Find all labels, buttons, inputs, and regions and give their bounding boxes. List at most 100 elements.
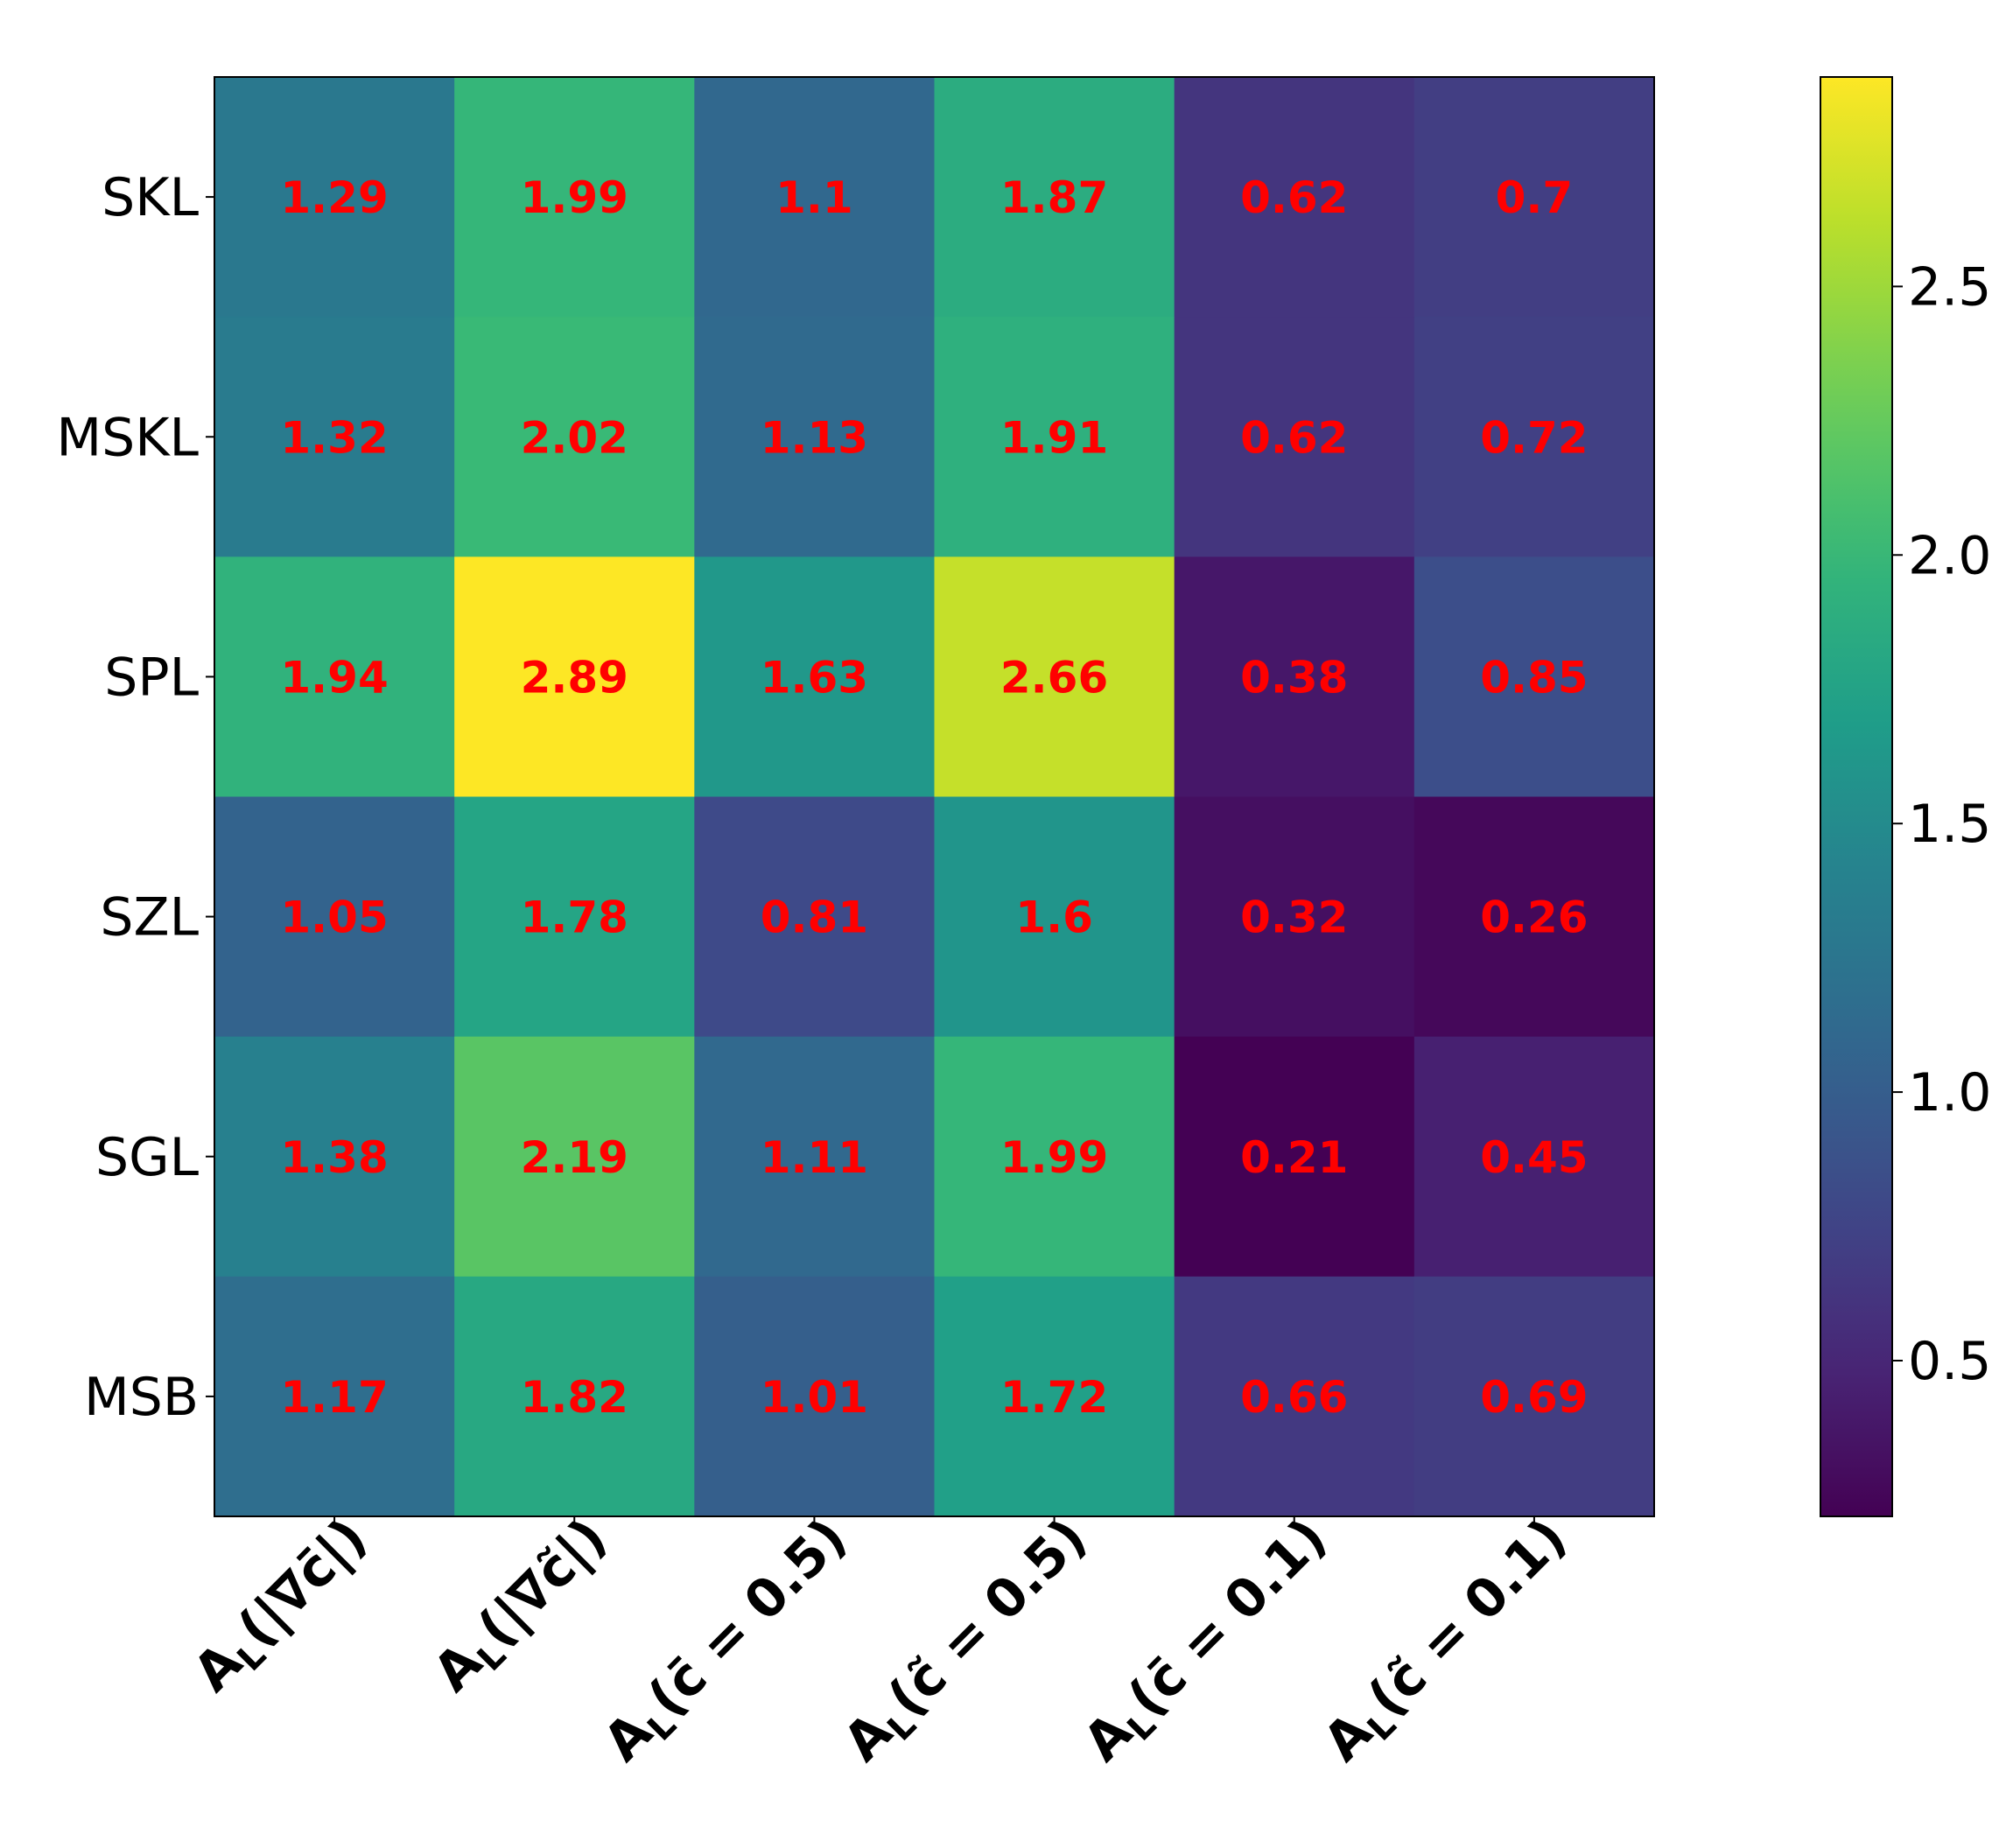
y-tick-label: SKL <box>102 167 199 228</box>
heatmap-cell <box>1413 1276 1655 1517</box>
x-tick-label-text: AL(c̃ = 0.5) <box>832 1507 1103 1777</box>
x-tick-label-text: AL(|∇c̄|) <box>182 1507 383 1708</box>
cell-value-label: 1.01 <box>761 1372 868 1423</box>
heatmap-cell <box>454 317 695 557</box>
colorbar <box>1820 76 1893 1517</box>
cell-value-label: 1.82 <box>521 1372 628 1423</box>
x-tick-label: AL(|∇c̄|) <box>182 1507 383 1708</box>
heatmap-cell <box>694 556 936 798</box>
heatmap-cell <box>454 556 695 798</box>
heatmap-cell <box>1413 1036 1655 1278</box>
x-tick-label-text: AL(c̄ = 0.5) <box>592 1507 862 1777</box>
cell-value-label: 0.62 <box>1240 412 1348 463</box>
heatmap-cell <box>214 1036 455 1278</box>
heatmap-cell <box>934 77 1175 318</box>
cell-value-label: 1.17 <box>280 1372 388 1423</box>
colorbar-axis: 0.5 1.0 1.5 2.0 2.5 <box>1892 256 1991 1392</box>
cell-value-label: 0.7 <box>1496 172 1574 223</box>
heatmap-cell <box>694 77 936 318</box>
cell-value-label: 0.66 <box>1240 1372 1348 1423</box>
heatmap-cell <box>214 317 455 557</box>
x-tick-label-text: AL(|∇c̃|) <box>422 1507 623 1708</box>
heatmap-cell <box>934 796 1175 1038</box>
cell-value-label: 1.99 <box>1000 1132 1108 1183</box>
cell-value-label: 0.45 <box>1480 1132 1588 1183</box>
colorbar-tick-label: 2.5 <box>1908 256 1991 318</box>
heatmap-cell <box>1174 556 1415 798</box>
x-label-argument: (|∇c̃|) <box>466 1507 619 1659</box>
y-tick-label: SGL <box>95 1127 200 1188</box>
x-tick-label-text: AL(c̄ = 0.1) <box>1072 1507 1343 1777</box>
heatmap-cell <box>1174 1276 1415 1517</box>
cell-value-label: 1.94 <box>280 652 388 703</box>
cell-value-label: 1.78 <box>521 892 628 943</box>
cell-value-label: 1.38 <box>280 1132 388 1183</box>
heatmap-cell <box>1174 796 1415 1038</box>
x-axis: AL(|∇c̄|)AL(|∇c̃|)AL(c̄ = 0.5)AL(c̃ = 0.… <box>182 1507 1582 1777</box>
cell-value-label: 1.1 <box>775 172 853 223</box>
cell-value-label: 2.66 <box>1000 652 1108 703</box>
x-label-argument: (c̄ = 0.1) <box>1117 1507 1339 1729</box>
cell-value-label: 2.89 <box>521 652 628 703</box>
cell-annotations: 1.29 1.99 1.1 1.87 0.62 0.7 1.32 2.02 1.13 1.91 0.… <box>280 172 1588 1423</box>
heatmap-cell <box>934 556 1175 798</box>
cell-value-label: 0.32 <box>1240 892 1348 943</box>
x-label-argument: (|∇c̄|) <box>227 1507 379 1659</box>
cell-value-label: 1.05 <box>280 892 388 943</box>
x-tick-label-text: AL(c̃ = 0.1) <box>1312 1507 1582 1777</box>
x-label-argument: (c̃ = 0.5) <box>877 1507 1099 1729</box>
cell-value-label: 0.69 <box>1480 1372 1588 1423</box>
heatmap-cell <box>694 1276 936 1517</box>
cell-value-label: 1.11 <box>761 1132 868 1183</box>
x-tick-label: AL(|∇c̃|) <box>422 1507 623 1708</box>
heatmap-cell <box>934 1036 1175 1278</box>
cell-value-label: 1.87 <box>1000 172 1108 223</box>
x-tick-label: AL(c̃ = 0.1) <box>1312 1507 1582 1777</box>
heatmap-cell <box>454 1036 695 1278</box>
heatmap-cell <box>934 317 1175 557</box>
heatmap-cell <box>694 1036 936 1278</box>
y-axis: SKL MSKL SPL SZL SGL MSB <box>56 167 214 1428</box>
heatmap-cell <box>694 796 936 1038</box>
cell-value-label: 0.38 <box>1240 652 1348 703</box>
x-label-argument: (c̄ = 0.5) <box>636 1507 859 1729</box>
heatmap-cell <box>1413 77 1655 318</box>
heatmap-cell <box>694 317 936 557</box>
heatmap-cell <box>214 1276 455 1517</box>
heatmap-cell <box>214 796 455 1038</box>
heatmap-cell <box>934 1276 1175 1517</box>
cell-value-label: 1.99 <box>521 172 628 223</box>
cell-value-label: 0.72 <box>1480 412 1588 463</box>
x-label-argument: (c̃ = 0.1) <box>1357 1507 1579 1729</box>
y-tick-label: SZL <box>100 887 199 948</box>
heatmap-cell <box>1413 796 1655 1038</box>
cell-value-label: 0.26 <box>1480 892 1588 943</box>
x-tick-label: AL(c̄ = 0.1) <box>1072 1507 1343 1777</box>
heatmap-cells <box>214 77 1655 1517</box>
colorbar-tick-label: 0.5 <box>1908 1331 1991 1392</box>
y-tick-label: SPL <box>104 647 199 708</box>
cell-value-label: 0.85 <box>1480 652 1588 703</box>
heatmap-cell <box>214 556 455 798</box>
cell-value-label: 1.72 <box>1000 1372 1108 1423</box>
heatmap-cell <box>454 77 695 318</box>
heatmap-cell <box>454 1276 695 1517</box>
cell-value-label: 0.62 <box>1240 172 1348 223</box>
heatmap-cell <box>1174 317 1415 557</box>
heatmap-cell <box>1174 1036 1415 1278</box>
colorbar-tick-label: 2.0 <box>1908 525 1991 586</box>
colorbar-tick-label: 1.0 <box>1908 1062 1991 1124</box>
plot-frame <box>214 76 1655 1517</box>
x-tick-label: AL(c̄ = 0.5) <box>592 1507 862 1777</box>
x-tick-label: AL(c̃ = 0.5) <box>832 1507 1103 1777</box>
cell-value-label: 0.81 <box>761 892 868 943</box>
cell-value-label: 1.13 <box>761 412 868 463</box>
cell-value-label: 1.29 <box>280 172 388 223</box>
heatmap-cell <box>1174 77 1415 318</box>
heatmap-cell <box>1413 556 1655 798</box>
cell-value-label: 1.32 <box>280 412 388 463</box>
colorbar-tick-label: 1.5 <box>1908 794 1991 855</box>
cell-value-label: 2.02 <box>521 412 628 463</box>
heatmap-cell <box>1413 317 1655 557</box>
